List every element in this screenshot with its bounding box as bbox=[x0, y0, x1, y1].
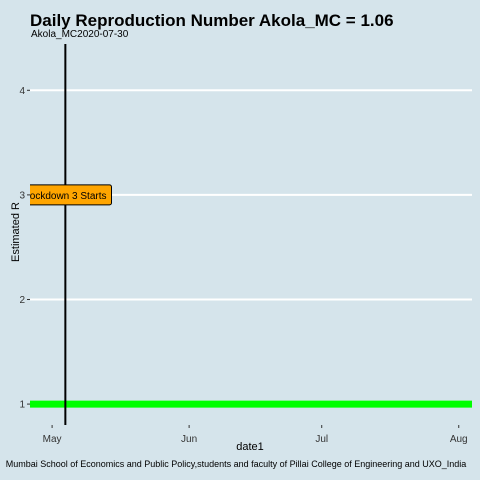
chart-caption: Mumbai School of Economics and Public Po… bbox=[6, 459, 467, 469]
x-axis-title: date1 bbox=[236, 441, 264, 453]
chart-title: Daily Reproduction Number Akola_MC = 1.0… bbox=[30, 11, 394, 30]
y-tick-label: 1 bbox=[19, 400, 25, 411]
x-tick-label: Jul bbox=[315, 434, 328, 445]
x-tick-label: Jun bbox=[181, 434, 197, 445]
grid-lines bbox=[30, 89, 472, 406]
annotation-layer: Lockdown 3 Starts bbox=[24, 44, 112, 425]
x-tick-label: Aug bbox=[450, 434, 468, 445]
chart-subtitle: Akola_MC2020-07-30 bbox=[31, 29, 129, 40]
y-tick-label: 4 bbox=[19, 86, 25, 97]
lockdown-label-text: Lockdown 3 Starts bbox=[24, 191, 106, 202]
y-tick-label: 2 bbox=[19, 295, 25, 306]
lockdown-label-box bbox=[30, 184, 112, 206]
y-tick-label: 3 bbox=[19, 190, 25, 201]
x-tick-label: May bbox=[43, 434, 62, 445]
y-axis-ticks: 1 2 3 4 bbox=[19, 86, 30, 411]
x-axis-ticks: May Jun Jul Aug bbox=[43, 425, 468, 445]
y-axis-title: Estimated R bbox=[10, 202, 22, 262]
